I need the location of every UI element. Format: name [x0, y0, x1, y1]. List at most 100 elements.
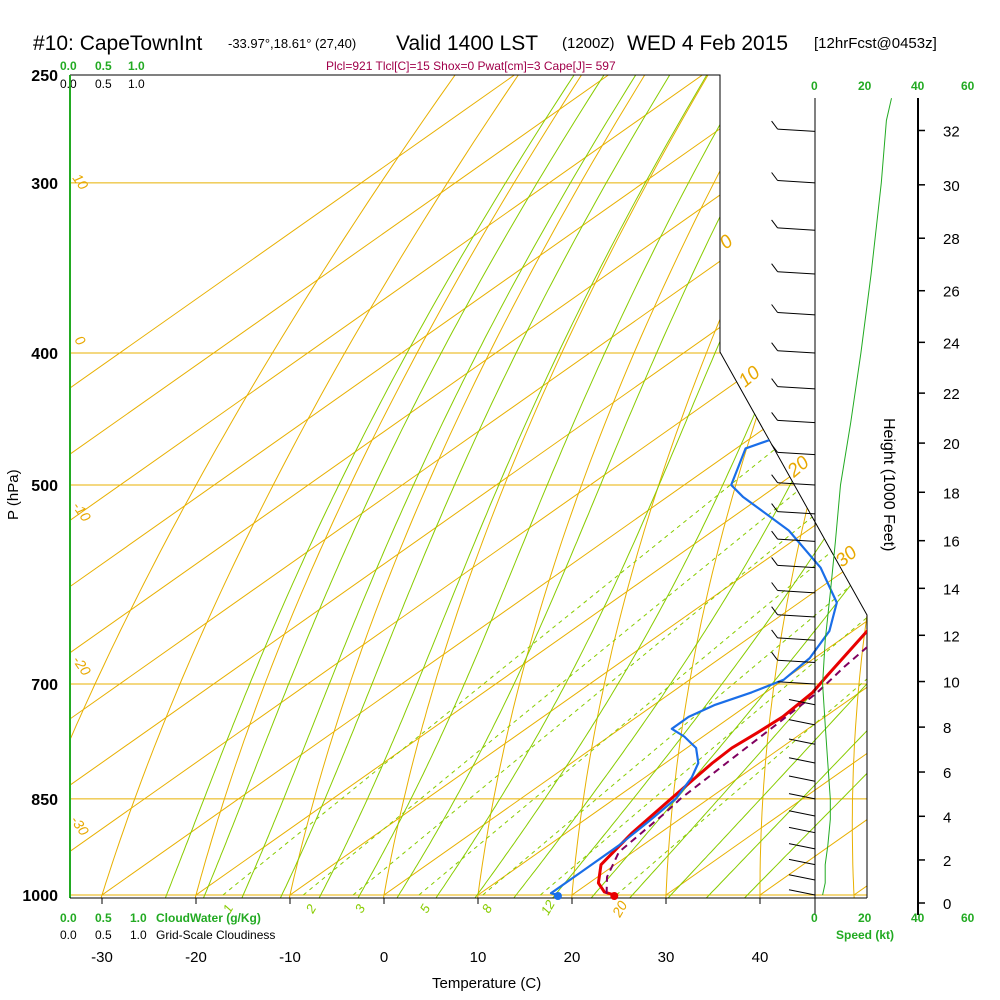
isotherm-line	[70, 75, 867, 896]
wind-bottom-tick-0: 0	[811, 911, 818, 925]
height-tick-label: 18	[943, 485, 960, 502]
bottom-black-tick-1: 0.5	[95, 928, 112, 942]
wind-panel: 0 20 40 60 0 20 40 60 Speed (kt)	[771, 79, 975, 942]
isotherm-line	[70, 75, 797, 896]
wind-barb-staff	[777, 564, 816, 569]
zulu-time: (1200Z)	[562, 35, 615, 52]
wind-barb-staff	[777, 419, 816, 424]
height-tick-label: 6	[943, 765, 951, 782]
pressure-tick-label: 700	[31, 677, 58, 694]
mixing-ratio-line	[616, 352, 867, 896]
isotherm-label-neg10: -10	[70, 499, 95, 525]
wind-barb-staff	[777, 350, 816, 354]
dry-adiabat-line	[378, 75, 723, 898]
cloudiness-label: Grid-Scale Cloudiness	[156, 928, 275, 942]
series-temperature-line	[596, 97, 867, 897]
wind-barb-staff	[777, 511, 816, 515]
wind-barb-flag	[771, 557, 778, 566]
top-green-tick-0: 0.0	[60, 59, 77, 73]
wind-barb-flag	[771, 172, 778, 181]
isotherm-line	[853, 75, 867, 896]
wind-speed-profile	[822, 98, 892, 896]
wind-barb-flag	[771, 629, 778, 639]
mixing-ratio-label-5: 5	[417, 901, 434, 915]
wind-barb-staff	[777, 659, 816, 664]
dry-adiabat-line	[283, 75, 661, 898]
mixing-ratio-grid	[222, 352, 867, 896]
height-tick-label: 28	[943, 231, 960, 248]
pressure-tick-label: 300	[31, 176, 58, 193]
surface-temperature-point	[610, 892, 619, 900]
wind-barb-staff	[788, 843, 816, 850]
wind-top-tick-60: 60	[961, 79, 975, 93]
mixing-ratio-line	[302, 352, 867, 896]
mixing-ratio-line	[418, 352, 867, 896]
height-tick-label: 2	[943, 853, 951, 870]
isotherm-line	[70, 75, 703, 896]
pressure-tick-label: 850	[31, 792, 58, 809]
moist-adiabat-line	[718, 75, 867, 898]
dry-adiabat-line	[188, 75, 598, 898]
pressure-tick-label: 250	[31, 68, 58, 85]
moist-adiabat-line	[154, 75, 591, 898]
temperature-tick-label: -20	[185, 949, 207, 966]
valid-date: WED 4 Feb 2015	[627, 32, 788, 55]
pressure-ticks: 250 300 400 500 700 850 1000	[22, 68, 58, 905]
moist-adiabat-line	[380, 75, 808, 898]
profile-curves	[549, 97, 867, 897]
moist-adiabat-line	[530, 75, 867, 898]
wind-barb-staff	[777, 227, 816, 231]
wind-barb-staff	[777, 681, 816, 685]
wind-barb-flag	[771, 304, 778, 313]
pressure-tick-label: 500	[31, 478, 58, 495]
moist-adiabat-line	[229, 75, 652, 898]
bottom-black-tick-0: 0.0	[60, 928, 77, 942]
wind-barb-flag	[771, 120, 778, 130]
wind-barb-flag	[771, 474, 778, 484]
height-tick-label: 8	[943, 720, 951, 737]
height-axis-label: Height (1000 Feet)	[880, 418, 897, 551]
wind-barb-staff	[788, 793, 816, 800]
dry-adiabat-line	[70, 75, 473, 898]
isotherm-line	[383, 75, 867, 896]
pressure-tick-label: 400	[31, 346, 58, 363]
dry-adiabat-label-30: 30	[832, 542, 862, 572]
height-tick-label: 4	[943, 809, 951, 826]
wind-barb-staff	[777, 637, 816, 641]
wind-barb-flag	[771, 503, 778, 512]
series-parcel-line	[605, 352, 867, 894]
wind-barb-flag	[771, 606, 778, 616]
top-black-tick-2: 1.0	[128, 77, 145, 91]
station-coords: -33.97°,18.61° (27,40)	[228, 36, 356, 51]
wind-barb-staff	[788, 699, 816, 706]
mixing-ratio-label-8: 8	[479, 901, 496, 915]
pressure-tick-label: 1000	[22, 888, 58, 905]
isotherm-label-neg20: -20	[70, 653, 95, 679]
top-cloud-legend: 0.0 0.5 1.0 0.0 0.5 1.0	[60, 59, 145, 91]
wind-barb-flag	[771, 263, 778, 273]
height-tick-label: 14	[943, 581, 960, 598]
isotherm-label-10: 10	[70, 171, 92, 193]
wind-barb-staff	[788, 858, 816, 866]
isotherm-line	[70, 75, 515, 896]
wind-barb-staff	[788, 719, 816, 726]
height-tick-label: 20	[943, 436, 960, 453]
wind-barb-staff	[788, 757, 816, 764]
temperature-tick-label: 20	[564, 949, 581, 966]
wind-speed-label: Speed (kt)	[836, 928, 894, 942]
wind-bottom-tick-60: 60	[961, 911, 975, 925]
wind-barb-staff	[788, 775, 816, 782]
dry-adiabat-label-0: 0	[716, 231, 738, 254]
mixing-ratio-labels: 1 2 3 5 8 12 20	[220, 897, 631, 921]
moist-adiabat-line	[192, 75, 621, 898]
isotherm-line	[477, 75, 867, 896]
wind-barb-flag	[771, 582, 778, 591]
bottom-green-tick-0: 0.0	[60, 911, 77, 925]
temperature-tick-label: 30	[658, 949, 675, 966]
moist-adiabat-line	[304, 75, 722, 898]
wind-top-tick-20: 20	[858, 79, 872, 93]
wind-barb-staff	[788, 874, 816, 881]
mixing-ratio-line	[222, 352, 867, 896]
wind-barbs	[771, 120, 816, 896]
